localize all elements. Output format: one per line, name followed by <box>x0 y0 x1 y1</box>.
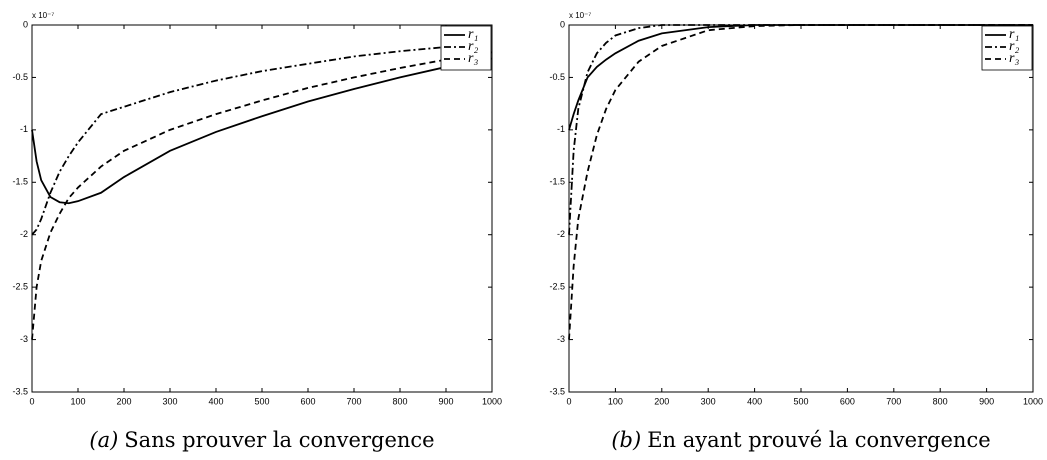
x-tick-label: 700 <box>346 396 361 406</box>
x-tick-label: 900 <box>438 396 453 406</box>
legend-label: r₁ <box>1009 27 1019 42</box>
axis-multiplier: x 10⁻⁷ <box>32 11 54 20</box>
x-tick-label: 600 <box>300 396 315 406</box>
x-tick-label: 400 <box>208 396 223 406</box>
axes-frame <box>568 24 1034 393</box>
x-tick-label: 0 <box>566 396 571 406</box>
x-tick-label: 500 <box>254 396 269 406</box>
x-tick-label: 800 <box>392 396 407 406</box>
x-tick-label: 0 <box>29 396 34 406</box>
legend-label: r₃ <box>468 51 478 66</box>
y-tick-label: -3.5 <box>12 386 28 396</box>
x-tick-label: 200 <box>116 396 131 406</box>
caption-label: (b) <box>611 428 641 452</box>
legend-label: r₃ <box>1009 51 1019 66</box>
legend-label: r₂ <box>1009 39 1019 54</box>
x-tick-label: 200 <box>654 396 669 406</box>
x-tick-label: 1000 <box>1023 396 1043 406</box>
y-tick-label: -2 <box>557 229 565 239</box>
caption-label: (a) <box>89 428 118 452</box>
legend-label: r₁ <box>468 27 478 42</box>
x-tick-label: 600 <box>840 396 855 406</box>
x-tick-label: 100 <box>70 396 85 406</box>
caption-text: En ayant prouvé la convergence <box>647 428 990 452</box>
y-tick-label: 0 <box>23 19 28 29</box>
x-tick-label: 900 <box>979 396 994 406</box>
y-tick-label: -2.5 <box>549 282 565 292</box>
series-line <box>568 24 1033 340</box>
legend-box <box>440 25 492 71</box>
caption: (a) Sans prouver la convergence <box>89 428 434 452</box>
x-tick-label: 1000 <box>482 396 502 406</box>
y-tick-label: -3 <box>20 334 28 344</box>
axis-multiplier: x 10⁻⁷ <box>569 11 591 20</box>
x-tick-label: 800 <box>933 396 948 406</box>
y-tick-label: -1.5 <box>12 177 28 187</box>
subplot: -3.5 -3 -2.5 -2 -1.5 -1 -0.5 0 0 100 200 300 400 500 6… <box>549 11 1043 451</box>
caption: (b) En ayant prouvé la convergence <box>611 428 990 452</box>
x-tick-label: 400 <box>747 396 762 406</box>
y-tick-label: -1 <box>20 124 28 134</box>
series-line <box>31 42 493 236</box>
axes-frame <box>31 24 493 393</box>
series-line <box>31 51 493 340</box>
x-tick-label: 700 <box>886 396 901 406</box>
y-tick-label: -2.5 <box>12 282 28 292</box>
y-tick-label: -1 <box>557 124 565 134</box>
y-tick-label: -3.5 <box>549 386 565 396</box>
y-tick-label: 0 <box>560 19 565 29</box>
caption-text: Sans prouver la convergence <box>124 428 434 452</box>
legend-label: r₂ <box>468 39 478 54</box>
y-tick-label: -2 <box>20 229 28 239</box>
x-tick-label: 300 <box>701 396 716 406</box>
y-tick-label: -0.5 <box>12 72 28 82</box>
y-tick-label: -1.5 <box>549 177 565 187</box>
x-tick-label: 300 <box>162 396 177 406</box>
x-tick-label: 100 <box>608 396 623 406</box>
subplot: -3.5 -3 -2.5 -2 -1.5 -1 -0.5 0 0 100 200 300 400 500 6… <box>12 11 502 451</box>
y-tick-label: -0.5 <box>549 72 565 82</box>
x-tick-label: 500 <box>793 396 808 406</box>
series-line <box>31 57 493 205</box>
y-tick-label: -3 <box>557 334 565 344</box>
legend-box <box>981 25 1033 71</box>
